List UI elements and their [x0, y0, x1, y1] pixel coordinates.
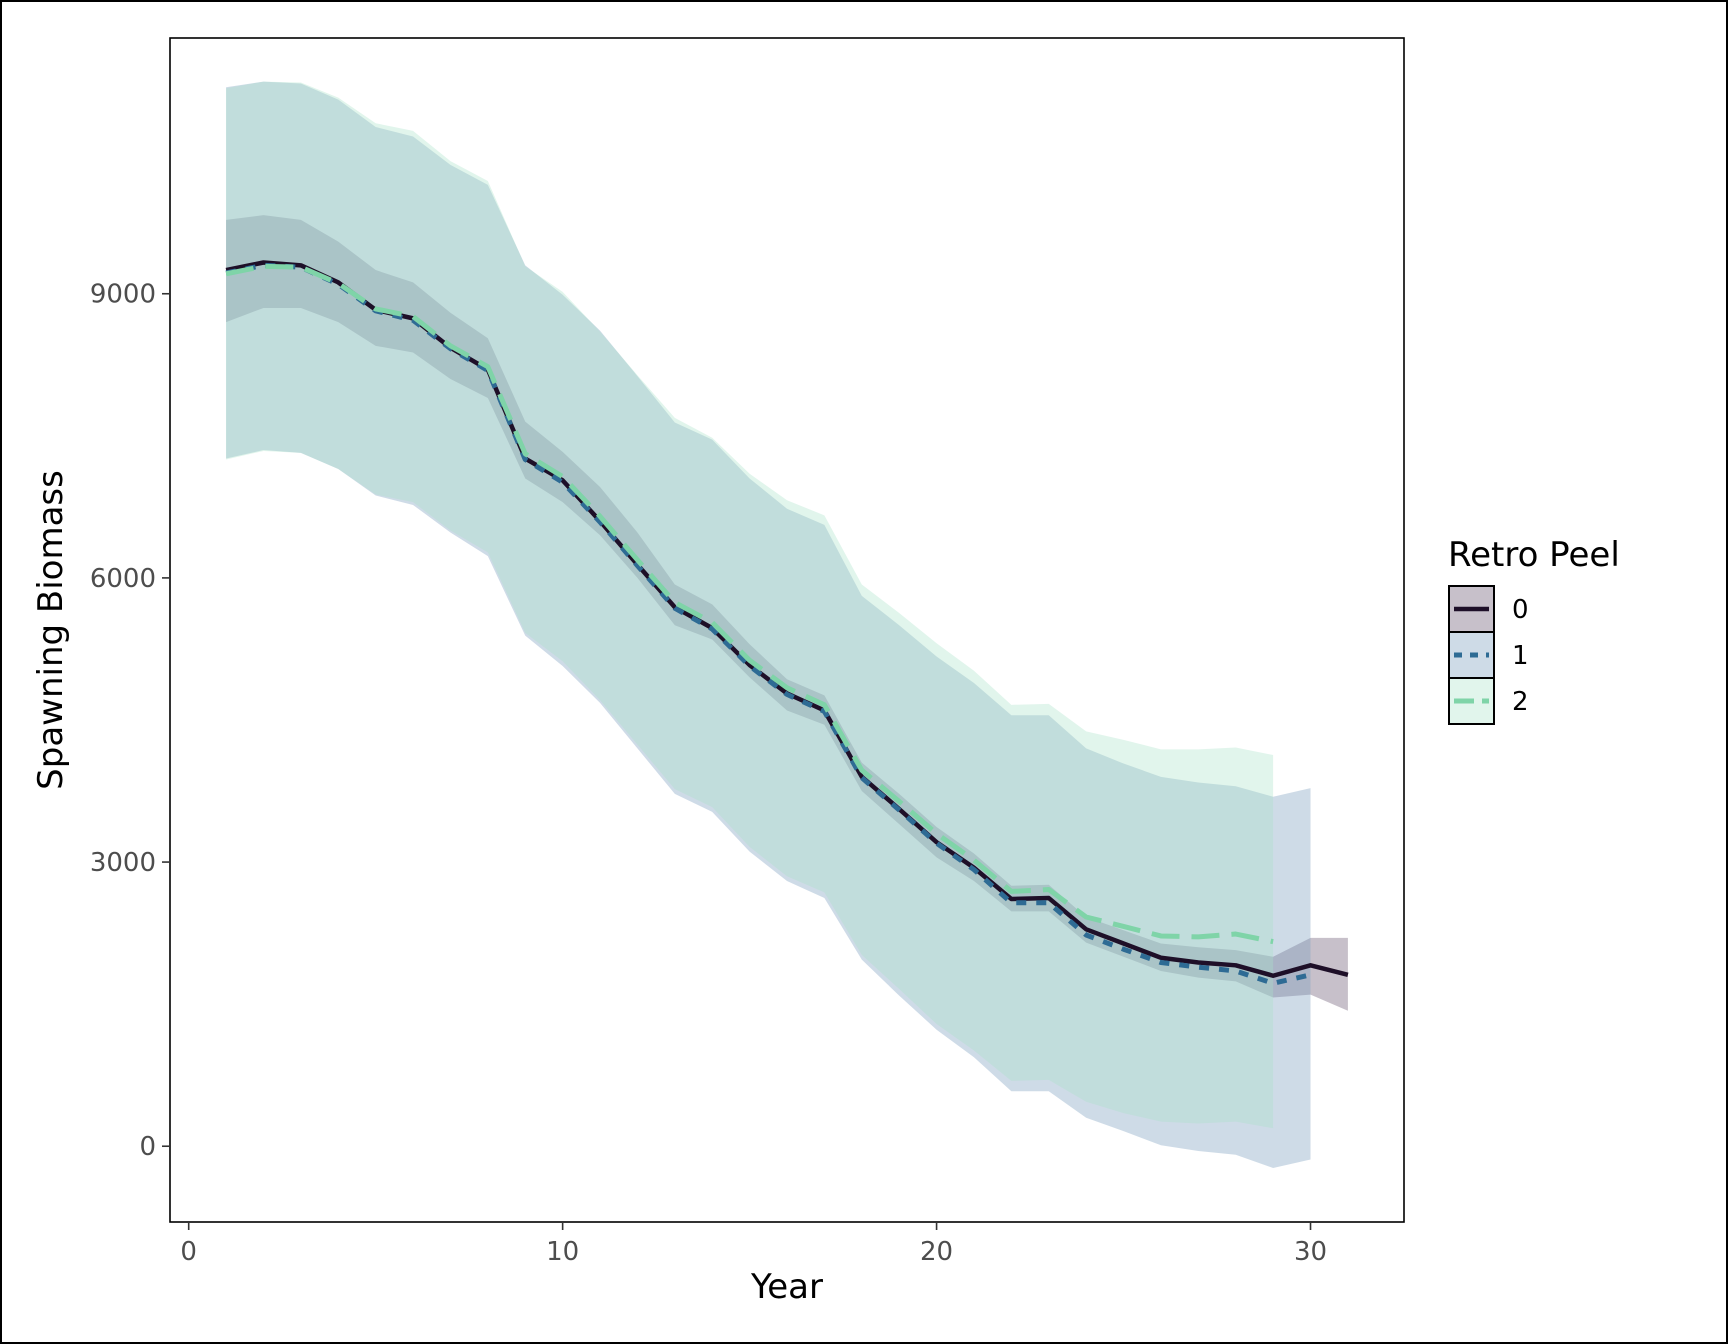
x-axis: 0 10 20 30 — [180, 1222, 1327, 1267]
legend: Retro Peel 0 1 2 — [1448, 535, 1620, 725]
y-tick-label-3000: 3000 — [90, 848, 156, 878]
x-tick-label-0: 0 — [180, 1237, 197, 1267]
x-tick-label-30: 30 — [1294, 1237, 1327, 1267]
legend-title: Retro Peel — [1448, 535, 1620, 575]
legend-label-1: 1 — [1512, 641, 1529, 671]
y-axis-title: Spawning Biomass — [31, 470, 71, 790]
series-lines — [225, 260, 1349, 986]
y-axis: 0 3000 6000 9000 — [90, 280, 170, 1162]
legend-label-2: 2 — [1512, 687, 1529, 717]
x-axis-title: Year — [750, 1267, 823, 1307]
series-line-peel-1 — [225, 262, 1312, 986]
series-line-peel-2 — [225, 263, 1274, 945]
confidence-band-peel-2 — [226, 81, 1274, 1129]
x-tick-label-10: 10 — [546, 1237, 579, 1267]
y-tick-label-0: 0 — [139, 1132, 156, 1162]
y-tick-label-9000: 9000 — [90, 280, 156, 310]
x-tick-label-20: 20 — [920, 1237, 953, 1267]
plot-panel-border — [169, 37, 1405, 1223]
legend-label-0: 0 — [1512, 595, 1529, 625]
y-tick-label-6000: 6000 — [90, 564, 156, 594]
